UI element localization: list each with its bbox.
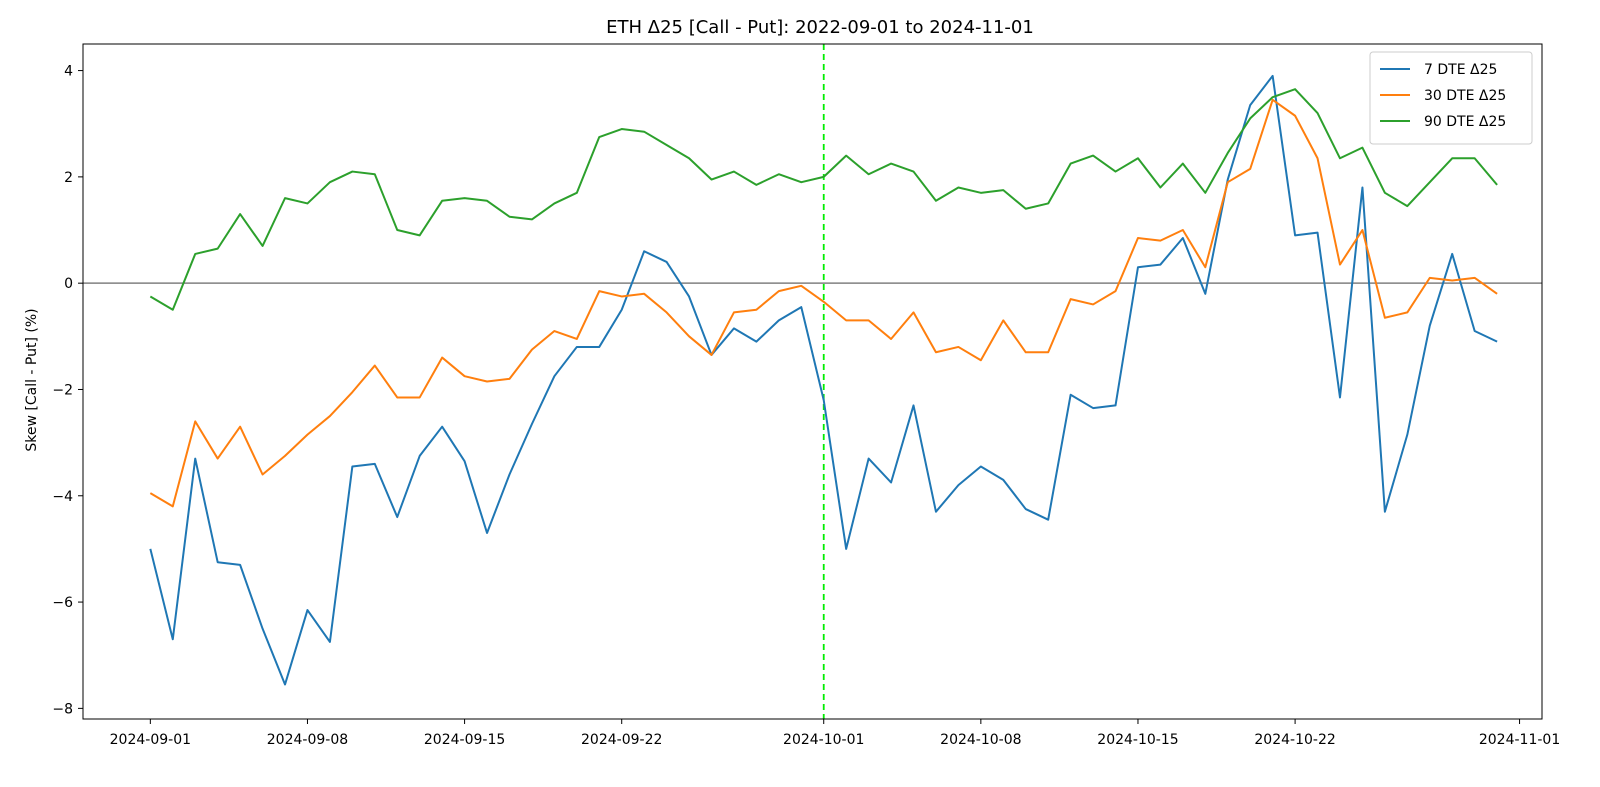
chart-title: ETH Δ25 [Call - Put]: 2022-09-01 to 2024…	[606, 17, 1034, 38]
y-tick-label: −2	[52, 382, 73, 398]
x-tick-label: 2024-10-15	[1097, 732, 1178, 748]
plot-frame	[82, 43, 1543, 720]
legend: 7 DTE Δ25 30 DTE Δ25 90 DTE Δ25	[1369, 51, 1533, 145]
y-tick-label: −4	[52, 489, 73, 505]
plot-area	[83, 44, 1542, 719]
legend-entry-label: 90 DTE Δ25	[1424, 114, 1506, 130]
x-tick-label: 2024-09-15	[424, 732, 505, 748]
x-tick-label: 2024-10-22	[1254, 732, 1335, 748]
series-line-3	[149, 88, 1498, 311]
legend-entry-label: 7 DTE Δ25	[1424, 62, 1497, 78]
series-line-1	[149, 74, 1498, 686]
y-tick-label: −8	[52, 701, 73, 717]
x-tick-label: 2024-10-01	[783, 732, 864, 748]
y-tick-label: 2	[64, 170, 73, 186]
y-axis-label: Skew [Call - Put] (%)	[24, 308, 40, 451]
x-tick-label: 2024-09-01	[110, 732, 191, 748]
x-tick-label: 2024-10-08	[940, 732, 1021, 748]
x-tick-label: 2024-09-22	[581, 732, 662, 748]
x-tick-label: 2024-09-08	[267, 732, 348, 748]
y-tick-label: 0	[64, 276, 73, 292]
y-tick-label: −6	[52, 595, 73, 611]
legend-box	[1369, 51, 1533, 145]
y-tick-label: 4	[64, 64, 73, 80]
legend-entry-label: 30 DTE Δ25	[1424, 88, 1506, 104]
series-line-2	[149, 98, 1498, 508]
x-tick-label: 2024-11-01	[1479, 732, 1560, 748]
